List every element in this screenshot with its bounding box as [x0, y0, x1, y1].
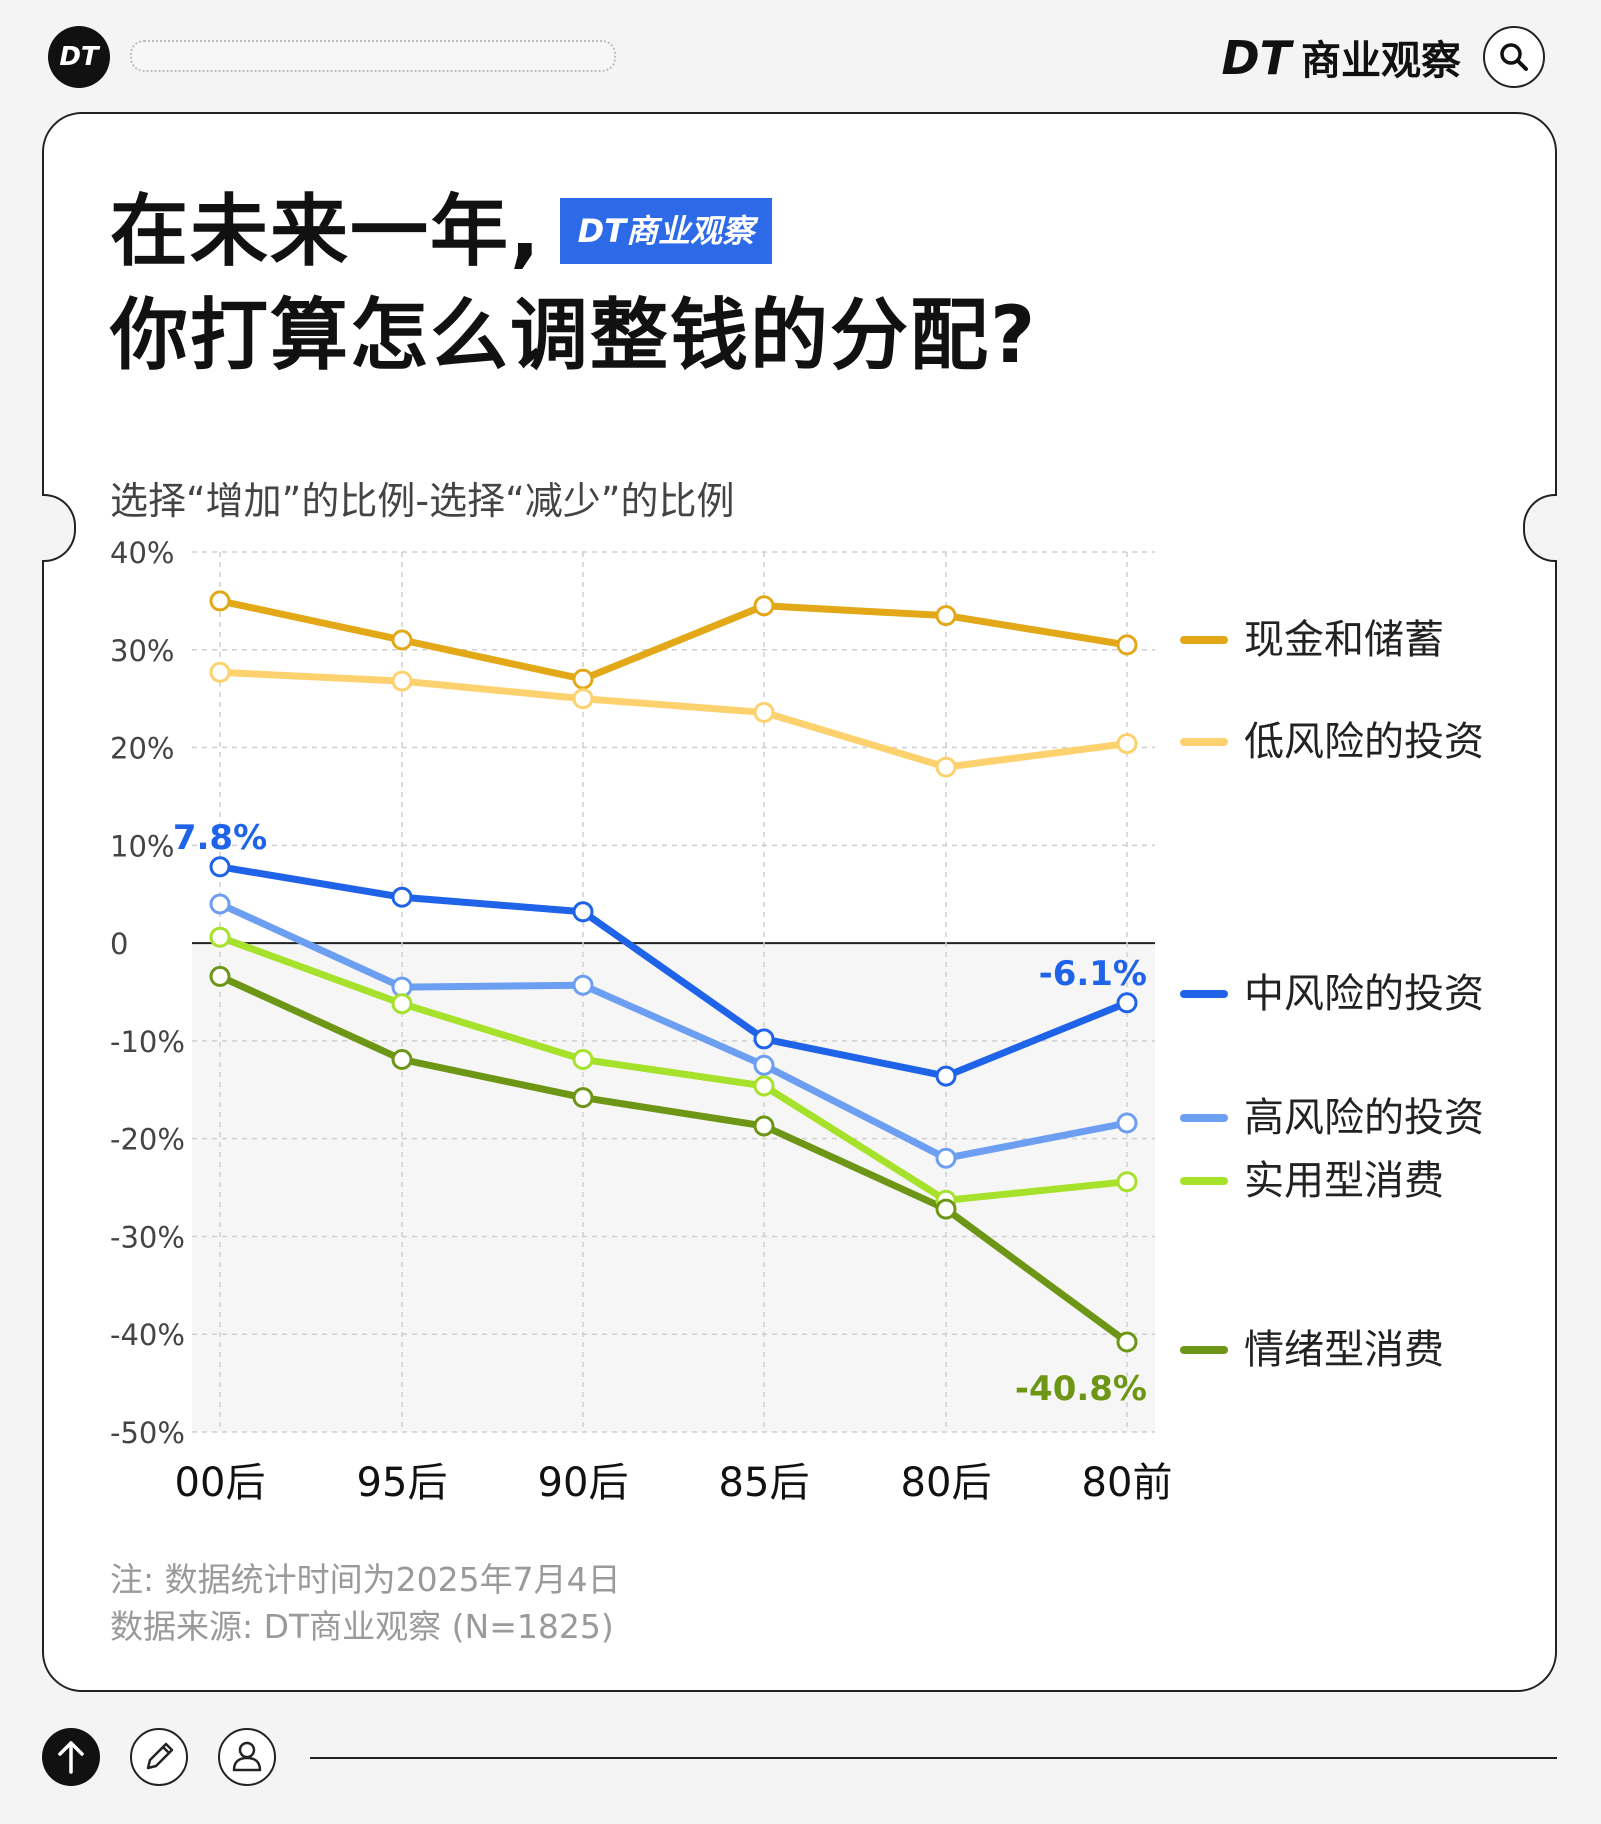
data-point [572, 1087, 594, 1109]
user-icon [232, 1741, 262, 1772]
data-point [391, 1049, 413, 1070]
x-tick-label: 85后 [719, 1460, 810, 1506]
legend-label: 情绪型消费 [1244, 1327, 1444, 1373]
data-point [935, 605, 957, 627]
bottom-divider [310, 1757, 1557, 1759]
search-button[interactable] [1483, 26, 1545, 88]
x-tick-label: 00后 [175, 1460, 266, 1506]
series-line [216, 972, 1131, 1346]
brand-text: 商业观察 [1301, 38, 1461, 84]
legend-label: 高风险的投资 [1244, 1095, 1484, 1141]
y-tick-label: -40% [110, 1318, 185, 1352]
data-point [209, 893, 231, 915]
y-tick-label: -10% [110, 1025, 185, 1059]
legend-swatch [1180, 738, 1228, 746]
title-line-1: 在未来一年, DT商业观察 [110, 180, 1410, 284]
brand-dt: DT [1221, 31, 1291, 85]
title-badge: DT商业观察 [559, 197, 773, 264]
x-tick-label: 95后 [357, 1460, 448, 1506]
legend-label: 中风险的投资 [1244, 971, 1484, 1017]
x-tick-label: 90后 [538, 1460, 629, 1506]
data-point [753, 595, 775, 617]
address-bar[interactable] [130, 40, 616, 72]
legend-label: 实用型消费 [1244, 1158, 1444, 1204]
data-point [572, 1049, 594, 1070]
title-line-2: 你打算怎么调整钱的分配? [110, 291, 1038, 381]
legend-swatch [1180, 1177, 1228, 1185]
legend-swatch [1180, 990, 1228, 998]
data-point [753, 1115, 775, 1137]
y-tick-label: 20% [110, 732, 174, 766]
chart-subtitle: 选择“增加”的比例-选择“减少”的比例 [110, 479, 735, 523]
data-point [572, 688, 594, 710]
series-line [216, 900, 1131, 1162]
footnote-date: 注: 数据统计时间为2025年7月4日 [110, 1560, 621, 1599]
y-tick-label: 0 [110, 927, 128, 961]
negative-region-bg [192, 943, 1155, 1432]
data-point [209, 590, 231, 612]
data-label: 7.8% [173, 818, 267, 858]
data-point [209, 926, 231, 948]
y-tick-label: 10% [110, 829, 174, 863]
series-line [216, 597, 1131, 683]
data-point [1116, 992, 1138, 1014]
data-point [935, 1198, 957, 1220]
line-chart: 40% 30% 20% 10% 0 -10% -20% -30% -40% -50% 00后 95后… [110, 536, 1173, 1506]
data-point [1116, 733, 1138, 755]
legend-swatch [1180, 636, 1228, 644]
data-point [572, 974, 594, 996]
y-tick-label: 40% [110, 536, 174, 570]
data-point [209, 965, 231, 987]
profile-button[interactable] [218, 1728, 276, 1786]
data-point [935, 1065, 957, 1087]
data-point [753, 1075, 775, 1097]
data-point [391, 629, 413, 651]
brand-name: DT 商业观察 [1221, 30, 1461, 86]
data-point [391, 993, 413, 1015]
footnote-source: 数据来源: DT商业观察 (N=1825) [110, 1607, 614, 1646]
data-label: -6.1% [1039, 954, 1147, 994]
edit-button[interactable] [130, 1728, 188, 1786]
data-point [209, 661, 231, 683]
data-point [753, 701, 775, 723]
page-title: 在未来一年, DT商业观察 你打算怎么调整钱的分配? [110, 180, 1410, 388]
pencil-icon [146, 1742, 174, 1770]
legend-swatch [1180, 1346, 1228, 1354]
x-tick-label: 80前 [1082, 1460, 1173, 1506]
data-point [1116, 1171, 1138, 1193]
data-point [391, 670, 413, 692]
series-line [216, 668, 1131, 771]
data-label: -40.8% [1015, 1369, 1147, 1409]
y-tick-label: -50% [110, 1416, 185, 1450]
data-point [753, 1028, 775, 1050]
data-point [935, 1147, 957, 1169]
data-point [1116, 634, 1138, 656]
title-text-1: 在未来一年, [110, 187, 542, 277]
legend-swatch [1180, 1114, 1228, 1122]
legend-label: 现金和储蓄 [1244, 617, 1444, 663]
data-point [391, 886, 413, 908]
y-tick-label: 30% [110, 634, 174, 668]
data-point [753, 1054, 775, 1076]
data-point [209, 856, 231, 878]
y-tick-label: -20% [110, 1123, 185, 1157]
scroll-top-button[interactable] [42, 1728, 100, 1786]
data-point [1116, 1112, 1138, 1134]
series-line [216, 933, 1131, 1204]
search-icon [1500, 43, 1528, 71]
arrow-up-icon [58, 1741, 84, 1774]
data-point [572, 901, 594, 923]
legend-label: 低风险的投资 [1244, 719, 1484, 765]
top-bar: DT DT 商业观察 [0, 0, 1601, 110]
data-point [1116, 1331, 1138, 1353]
data-point [935, 756, 957, 778]
series-line [216, 863, 1131, 1080]
logo[interactable]: DT [48, 26, 110, 88]
x-tick-label: 80后 [901, 1460, 992, 1506]
data-point [572, 668, 594, 690]
y-tick-label: -30% [110, 1220, 185, 1254]
